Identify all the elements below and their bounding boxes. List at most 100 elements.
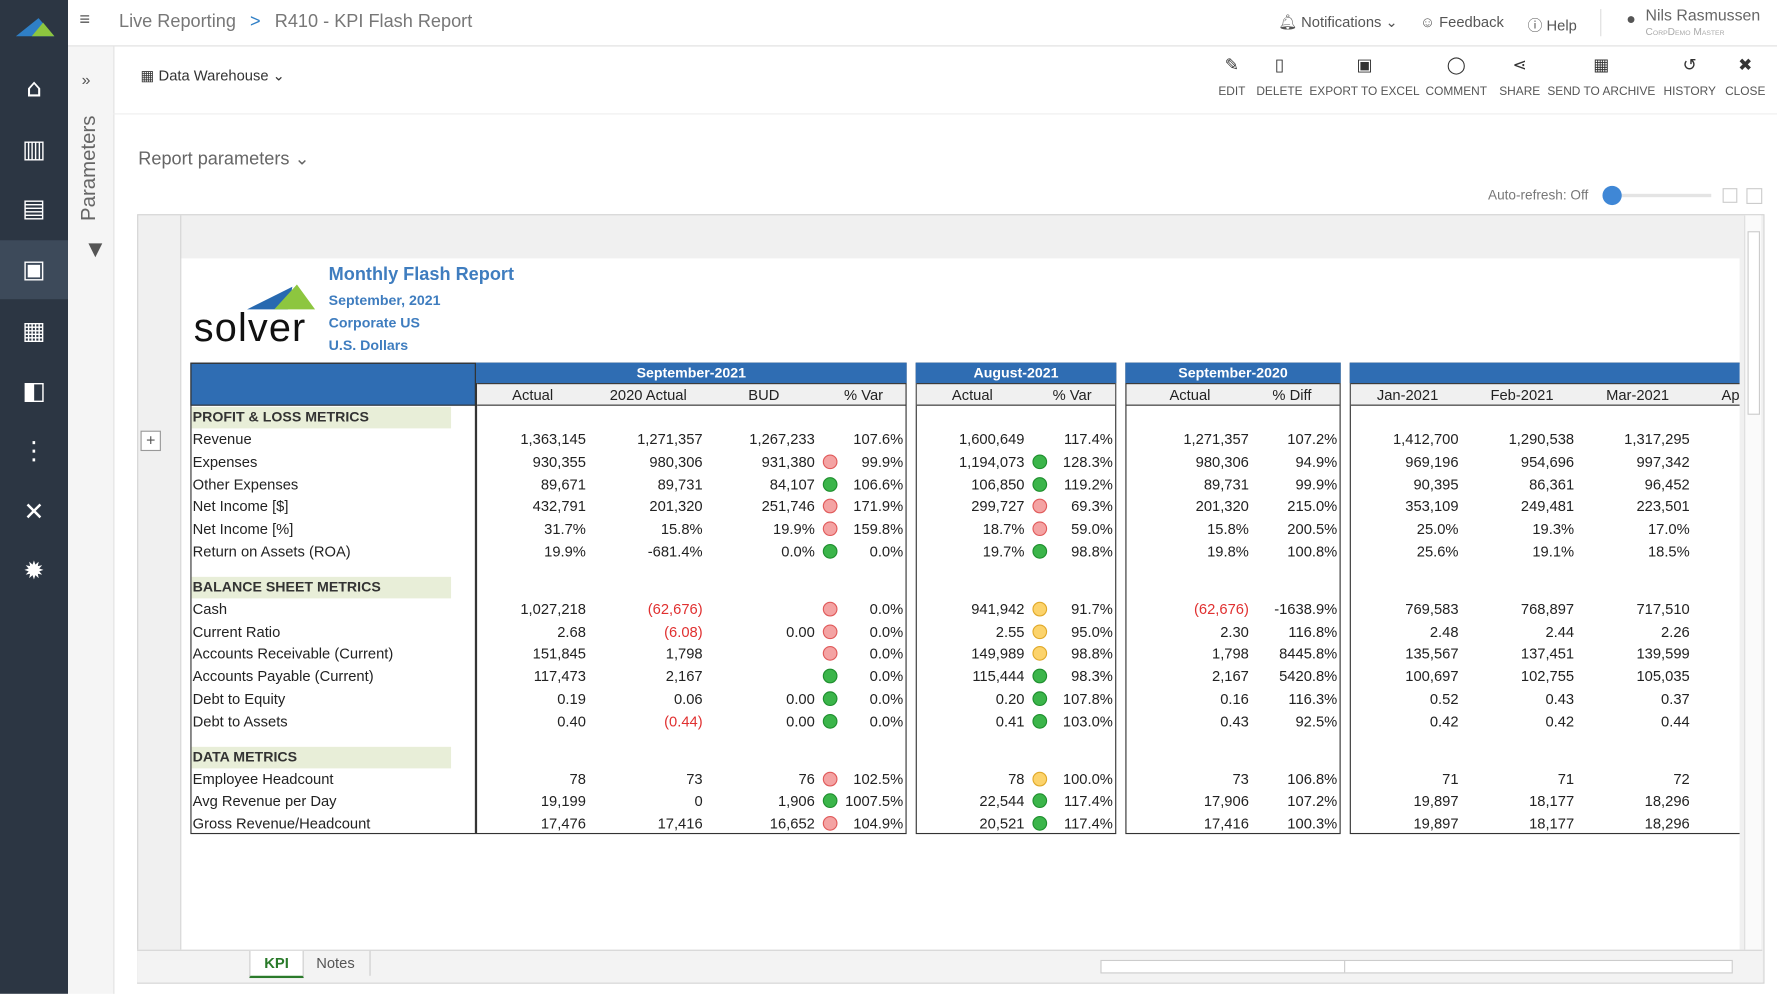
sheet-tab[interactable]: Notes — [301, 951, 370, 976]
nav-calculator[interactable]: ▦ — [0, 317, 68, 345]
nav-home[interactable]: ⌂ — [0, 75, 68, 103]
action-icon[interactable]: ⋖ — [1486, 54, 1554, 74]
row-label: Other Expenses — [193, 474, 299, 494]
cell-value: 1,317,295 — [1531, 430, 1690, 450]
nav-tools[interactable]: ✕ — [0, 499, 68, 527]
help-label: Help — [1547, 17, 1577, 34]
filter-icon[interactable]: ▼ — [88, 238, 102, 260]
cell-value: 139,599 — [1531, 644, 1690, 664]
divider — [1600, 9, 1601, 36]
row-label: Avg Revenue per Day — [193, 791, 337, 811]
row-label: Expenses — [193, 452, 258, 472]
row-label: Return on Assets (ROA) — [193, 542, 351, 562]
cell-value: 0.44 — [1531, 711, 1690, 731]
menu-icon[interactable]: ≡ — [79, 10, 90, 30]
breadcrumb-item: R410 - KPI Flash Report — [275, 12, 473, 31]
report-parameters[interactable]: Report parameters ⌄ — [138, 147, 309, 170]
nav-library[interactable]: ▥ — [0, 136, 68, 164]
gutter-line — [180, 215, 181, 949]
sheet-tab[interactable]: KPI — [249, 951, 303, 978]
cell-value: 223,501 — [1531, 497, 1690, 517]
notifications-label: Notifications — [1301, 14, 1381, 31]
section-header: DATA METRICS — [192, 746, 452, 768]
cell-value: 103.0% — [954, 711, 1113, 731]
cell-value: 96,452 — [1531, 474, 1690, 494]
grid-icon[interactable] — [1746, 188, 1762, 204]
cell-value: 128.3% — [954, 452, 1113, 472]
report-title: Monthly Flash Report — [329, 265, 514, 285]
nav-settings[interactable]: ✹ — [0, 558, 68, 586]
popout-icon[interactable] — [1723, 188, 1738, 203]
user-name[interactable]: Nils Rasmussen — [1646, 6, 1761, 24]
horizontal-scrollbar[interactable] — [1100, 960, 1732, 974]
cell-value: 18,296 — [1531, 791, 1690, 811]
row-label: Revenue — [193, 430, 252, 450]
column-group-header: August-2021 — [916, 363, 1117, 383]
parameters-label[interactable]: Parameters — [77, 116, 101, 221]
vertical-scrollbar[interactable] — [1744, 215, 1761, 949]
nav-users[interactable]: ◧ — [0, 377, 68, 405]
nav-reports[interactable]: ▣ — [0, 256, 68, 284]
report-subtitle: Corporate US — [329, 315, 420, 331]
cell-value: 0.37 — [1531, 689, 1690, 709]
row-label: Gross Revenue/Headcount — [193, 814, 371, 834]
nav-tasks[interactable]: ▤ — [0, 195, 68, 223]
cell-value: 18,296 — [1531, 814, 1690, 834]
column-group-header: September-2020 — [1125, 363, 1340, 383]
column-group-header — [1350, 363, 1740, 383]
action-label[interactable]: CLOSE — [1677, 85, 1777, 99]
report-subtitle: U.S. Dollars — [329, 338, 409, 354]
sidebar: ⌂ ▥ ▤ ▣ ▦ ◧ ⋮ ✕ ✹ — [0, 0, 68, 994]
cell-value: 107.8% — [954, 689, 1113, 709]
column-group-header: September-2021 — [476, 363, 907, 383]
cell-value: 69.3% — [954, 497, 1113, 517]
cell-value: 2,167 — [544, 667, 703, 687]
notifications[interactable]: 🔔︎ Notifications ⌄ — [1278, 14, 1398, 32]
feedback-label: Feedback — [1439, 14, 1504, 31]
row-label: Debt to Assets — [193, 711, 288, 731]
nav-flow[interactable]: ⋮ — [0, 437, 68, 465]
column-header: Ap — [1663, 384, 1740, 406]
row-label: Net Income [%] — [193, 519, 294, 539]
top-bar: ≡ Live Reporting > R410 - KPI Flash Repo… — [68, 0, 1777, 46]
breadcrumb: Live Reporting > R410 - KPI Flash Report — [119, 12, 472, 32]
h-scroll-thumb[interactable] — [1117, 961, 1345, 972]
help[interactable]: ⓘ Help — [1528, 14, 1577, 36]
toolbar-divider — [113, 113, 1777, 114]
row-label: Accounts Receivable (Current) — [193, 644, 394, 664]
scroll-thumb[interactable] — [1748, 231, 1760, 415]
data-source[interactable]: ▦ Data Warehouse ⌄ — [141, 67, 285, 85]
expand-icon[interactable]: » — [82, 70, 91, 88]
cell-value: 997,342 — [1531, 452, 1690, 472]
action-icon[interactable]: ▯ — [1245, 54, 1313, 74]
feedback[interactable]: ☺ Feedback — [1420, 14, 1504, 31]
action-icon[interactable]: ▣ — [1330, 54, 1398, 74]
cell-value: 98.8% — [954, 644, 1113, 664]
cell-value: 1,798 — [544, 644, 703, 664]
row-label: Net Income [$] — [193, 497, 289, 517]
cell-value: 105,035 — [1531, 667, 1690, 687]
action-icon[interactable]: ◯ — [1422, 54, 1490, 74]
cell-value: 72 — [1531, 769, 1690, 789]
report-sheet: solverMonthly Flash ReportSeptember, 202… — [180, 258, 1739, 949]
data-source-label: Data Warehouse — [159, 67, 269, 84]
row-label: Debt to Equity — [193, 689, 286, 709]
row-label: Accounts Payable (Current) — [193, 667, 374, 687]
expand-button[interactable]: + — [141, 431, 161, 451]
breadcrumb-item[interactable]: Live Reporting — [119, 12, 236, 31]
row-label: Cash — [193, 599, 227, 619]
action-icon[interactable]: ▦ — [1567, 54, 1635, 74]
report-subtitle: September, 2021 — [329, 292, 441, 308]
action-icon[interactable]: ✖ — [1711, 54, 1777, 74]
cell-value: 100.0% — [954, 769, 1113, 789]
auto-refresh-toggle[interactable] — [1602, 186, 1621, 205]
user-role: CorpDemo Master — [1646, 26, 1725, 37]
breadcrumb-separator: > — [250, 12, 261, 31]
tab-bar — [137, 950, 1762, 983]
cell-value: 717,510 — [1531, 599, 1690, 619]
section-header: BALANCE SHEET METRICS — [192, 577, 452, 599]
cell-value: 18.5% — [1531, 542, 1690, 562]
cell-value: 59.0% — [954, 519, 1113, 539]
